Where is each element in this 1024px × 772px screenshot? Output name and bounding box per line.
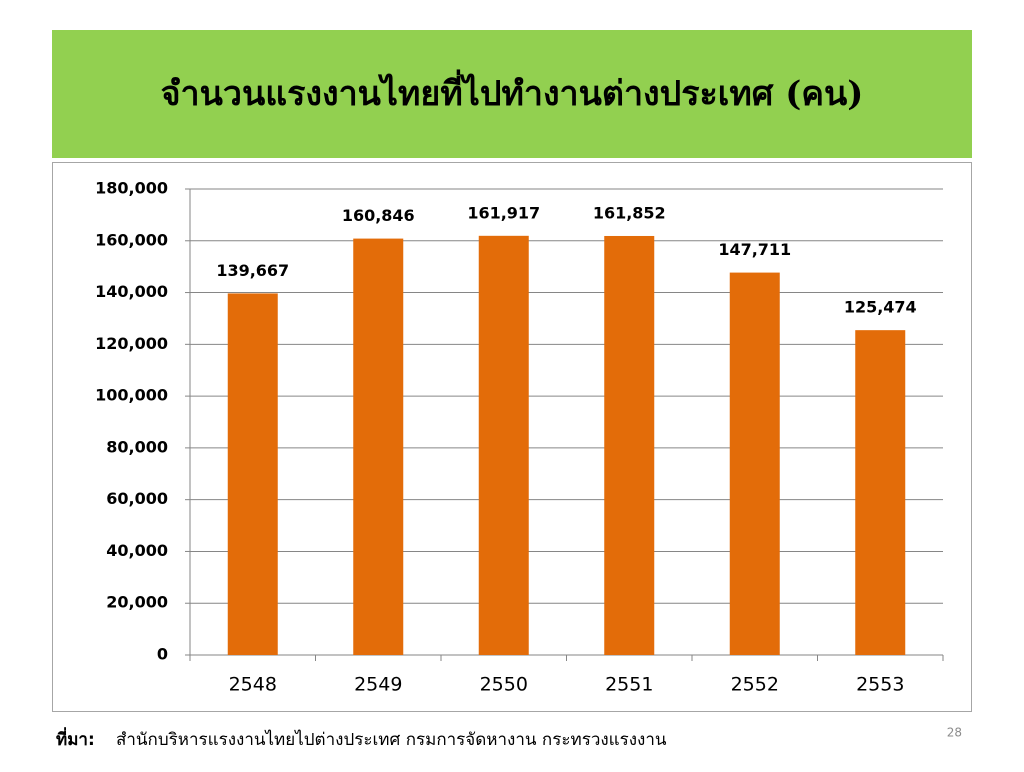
y-tick-label: 60,000 [106, 489, 168, 508]
bar [729, 272, 780, 655]
page-number: 28 [947, 726, 962, 740]
x-tick-label: 2552 [731, 674, 779, 696]
x-tick-label: 2551 [605, 674, 653, 696]
x-tick-label: 2550 [480, 674, 528, 696]
y-tick-label: 140,000 [95, 282, 168, 301]
bar [353, 238, 404, 655]
source-label: ที่มา: [56, 727, 95, 750]
bar [604, 235, 655, 655]
y-tick-label: 80,000 [106, 437, 168, 456]
y-tick-label: 180,000 [95, 179, 168, 198]
x-tick-label: 2548 [229, 674, 277, 696]
data-label: 147,711 [718, 240, 791, 259]
data-label: 139,667 [216, 261, 289, 280]
source: สำนักบริหารแรงงานไทยไปต่างประเทศ กรมการจ… [116, 729, 667, 750]
chart-title: จำนวนแรงงานไทยที่ไปทำงานต่างประเทศ (คน) [161, 69, 864, 114]
y-tick-label: 100,000 [95, 386, 168, 405]
bar [227, 293, 278, 655]
y-tick-label: 40,000 [106, 541, 168, 560]
x-tick-label: 2553 [856, 674, 904, 696]
title-band [52, 30, 972, 158]
bar [478, 235, 529, 655]
y-tick-label: 0 [157, 645, 168, 664]
data-label: 161,917 [467, 203, 540, 222]
data-label: 125,474 [844, 298, 917, 317]
x-tick-label: 2549 [354, 674, 402, 696]
y-tick-label: 120,000 [95, 334, 168, 353]
y-tick-label: 160,000 [95, 230, 168, 249]
data-label: 161,852 [593, 203, 666, 222]
y-tick-label: 20,000 [106, 593, 168, 612]
data-label: 160,846 [342, 206, 415, 225]
bar [855, 330, 906, 655]
